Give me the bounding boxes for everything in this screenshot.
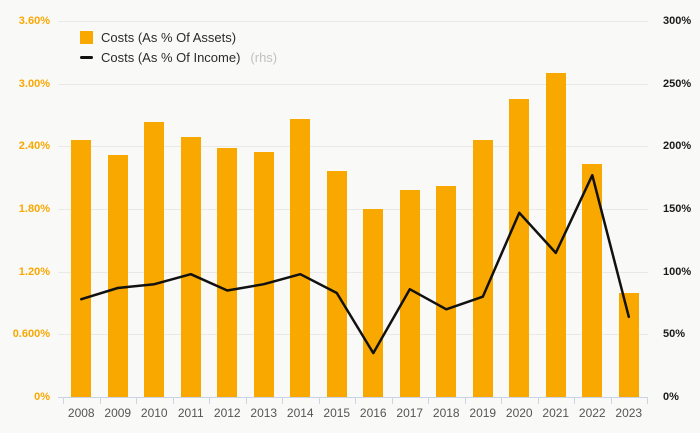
bar-2021 — [545, 73, 566, 397]
legend-item-costs-assets[interactable]: Costs (As % Of Assets) — [80, 30, 277, 45]
year-label-2018: 2018 — [432, 406, 460, 420]
right-tick-label: 50% — [663, 328, 686, 341]
left-tick-label: 0% — [34, 391, 50, 403]
x-axis-line — [58, 397, 648, 404]
year-label-2012: 2012 — [213, 406, 241, 420]
year-label-2015: 2015 — [323, 406, 351, 420]
year-label-2020: 2020 — [505, 406, 533, 420]
right-tick-label: 150% — [663, 203, 692, 215]
chart-legend: Costs (As % Of Assets) Costs (As % Of In… — [80, 30, 277, 65]
x-axis-tick — [282, 397, 283, 404]
bar-2012 — [217, 148, 238, 397]
gridline — [58, 83, 648, 85]
year-label-2016: 2016 — [359, 406, 387, 420]
x-axis-tick — [647, 397, 648, 404]
bar-2016 — [363, 209, 384, 397]
bar-2014 — [290, 119, 311, 397]
legend-label-assets: Costs (As % Of Assets) — [101, 30, 237, 45]
x-axis-tick — [537, 397, 539, 404]
bar-2022 — [582, 164, 603, 397]
year-label-2023: 2023 — [615, 406, 643, 420]
gridline — [58, 271, 648, 273]
year-label-2017: 2017 — [396, 406, 424, 420]
x-axis-tick — [428, 397, 429, 404]
legend-item-costs-income[interactable]: Costs (As % Of Income) (rhs) — [80, 50, 277, 65]
left-tick-label: 3.00% — [18, 77, 50, 90]
year-label-2021: 2021 — [542, 406, 570, 420]
line-swatch-icon — [80, 56, 93, 59]
left-tick-label: 1.20% — [18, 265, 50, 278]
year-label-2008: 2008 — [67, 406, 95, 420]
bar-2023 — [618, 292, 639, 397]
year-label-2011: 2011 — [177, 406, 204, 420]
year-label-2009: 2009 — [104, 406, 132, 420]
costs-income-line — [80, 173, 631, 355]
bar-2017 — [399, 190, 420, 397]
right-tick-label: 250% — [663, 77, 692, 90]
bar-2015 — [326, 171, 347, 397]
gridline — [58, 21, 648, 22]
bar-2008 — [71, 140, 92, 397]
year-label-2019: 2019 — [469, 406, 497, 420]
bar-2019 — [472, 140, 493, 397]
x-axis-tick — [574, 397, 575, 404]
legend-rhs-note: (rhs) — [250, 50, 278, 65]
right-tick-label: 0% — [663, 391, 679, 403]
legend-label-income: Costs (As % Of Income) — [101, 50, 241, 65]
x-axis-tick — [245, 397, 247, 404]
bar-swatch-icon — [80, 31, 93, 44]
right-tick-label: 300% — [663, 15, 692, 27]
x-axis-tick — [391, 397, 393, 404]
year-label-2013: 2013 — [250, 406, 278, 420]
x-axis-tick — [501, 397, 502, 404]
left-tick-label: 0.600% — [12, 328, 50, 341]
year-label-2014: 2014 — [286, 406, 314, 420]
x-axis-tick — [99, 397, 101, 404]
right-tick-label: 100% — [663, 265, 692, 278]
bar-2020 — [509, 99, 530, 397]
bar-2011 — [180, 136, 201, 397]
x-axis-tick — [318, 397, 320, 404]
gridline — [58, 209, 648, 210]
bar-2009 — [107, 154, 128, 397]
right-tick-label: 200% — [663, 140, 692, 153]
bar-series — [63, 21, 647, 397]
bar-2013 — [253, 151, 274, 397]
plot-area: Costs (As % Of Assets) Costs (As % Of In… — [58, 21, 648, 404]
x-axis-tick — [209, 397, 210, 404]
left-tick-label: 1.80% — [18, 203, 50, 215]
x-axis-tick — [63, 397, 64, 404]
year-label-2022: 2022 — [578, 406, 606, 420]
bar-2010 — [144, 122, 165, 397]
x-axis-tick — [464, 397, 466, 404]
line-series — [80, 173, 631, 355]
x-axis-tick — [610, 397, 612, 404]
bar-2018 — [436, 186, 457, 397]
x-axis-tick — [355, 397, 356, 404]
gridline — [58, 146, 648, 148]
x-axis-tick — [136, 397, 137, 404]
x-axis-tick — [172, 397, 174, 404]
year-label-2010: 2010 — [140, 406, 168, 420]
left-tick-label: 2.40% — [18, 140, 50, 153]
gridline — [58, 334, 648, 336]
left-tick-label: 3.60% — [18, 15, 50, 27]
